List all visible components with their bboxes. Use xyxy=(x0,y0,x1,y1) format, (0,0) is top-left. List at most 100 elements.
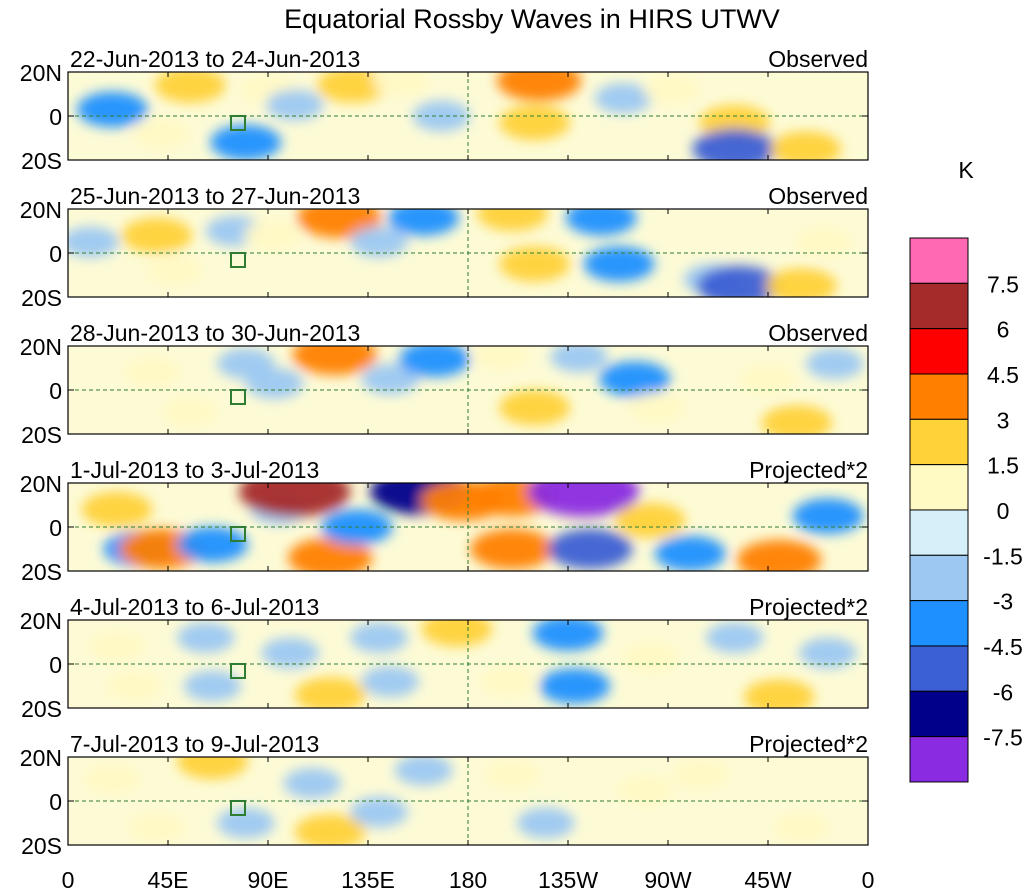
colorbar-box xyxy=(909,464,969,511)
y-tick-label: 20S xyxy=(21,833,62,859)
anomaly-blob xyxy=(294,677,366,708)
panel-4: 20N 0 20S 1-Jul-2013 to 3-Jul-2013 Projected… xyxy=(20,457,869,585)
anomaly-blobs xyxy=(76,72,842,160)
panel-3: 20N 0 20S 28-Jun-2013 to 30-Jun-2013 Observe… xyxy=(20,320,869,448)
y-tick-label: 20S xyxy=(21,285,62,311)
y-tick-label: 0 xyxy=(49,789,62,815)
anomaly-blob xyxy=(177,622,235,653)
anomaly-blob xyxy=(594,83,653,114)
anomaly-blob xyxy=(532,620,604,651)
colorbar-box xyxy=(909,373,969,420)
anomaly-blob xyxy=(705,622,764,653)
anomaly-blob xyxy=(128,812,186,843)
colorbar: 7.5 6 4.5 3 1.5 0 -1.5 -3 -4.5 -6 -7.5 K xyxy=(909,157,1023,783)
colorbar-level-label: -4.5 xyxy=(983,634,1023,660)
anomaly-blob xyxy=(287,537,373,571)
anomaly-blob xyxy=(350,796,408,828)
colorbar-box xyxy=(909,237,969,284)
colorbar-box xyxy=(909,645,969,692)
anomaly-blob xyxy=(794,226,853,258)
x-tick-label: 135E xyxy=(341,867,395,890)
anomaly-blob xyxy=(479,666,537,697)
panel-date-range: 28-Jun-2013 to 30-Jun-2013 xyxy=(70,320,360,346)
panel-2: 20N 0 20S 25-Jun-2013 to 27-Jun-2013 Observe… xyxy=(20,183,869,311)
x-tick-label: 135W xyxy=(538,867,598,890)
panel-date-range: 4-Jul-2013 to 6-Jul-2013 xyxy=(70,594,319,620)
anomaly-blob xyxy=(617,774,675,806)
anomaly-blob xyxy=(739,363,797,395)
anomaly-blob xyxy=(283,768,342,799)
anomaly-blob xyxy=(394,757,453,786)
colorbar-box xyxy=(909,328,969,375)
y-tick-label: 20S xyxy=(21,696,62,722)
anomaly-blobs xyxy=(123,346,864,434)
colorbar-level-label: -7.5 xyxy=(983,725,1023,751)
anomaly-blob xyxy=(628,392,686,423)
anomaly-blob xyxy=(372,72,431,97)
anomaly-blob xyxy=(121,217,193,254)
anomaly-blob xyxy=(265,89,324,121)
anomaly-blob xyxy=(76,91,148,128)
anomaly-blob xyxy=(476,209,548,232)
anomaly-blob xyxy=(736,539,822,571)
anomaly-blob xyxy=(261,637,319,669)
x-tick-label: 0 xyxy=(862,867,875,890)
anomaly-blob xyxy=(499,389,571,426)
anomaly-blob xyxy=(643,74,702,105)
anomaly-blob xyxy=(176,757,248,780)
region-box xyxy=(230,800,246,816)
anomaly-blob xyxy=(81,491,153,528)
anomaly-blob xyxy=(696,265,782,297)
colorbar-level-label: 1.5 xyxy=(987,453,1019,479)
colorbar-box xyxy=(909,600,969,647)
colorbar-level-label: 0 xyxy=(997,498,1010,524)
y-tick-label: 20N xyxy=(20,745,62,771)
y-tick-label: 20N xyxy=(20,197,62,223)
anomaly-blob xyxy=(470,528,555,570)
colorbar-level-label: 3 xyxy=(997,407,1010,433)
y-tick-label: 20S xyxy=(21,559,62,585)
panel-label: Observed xyxy=(768,320,868,346)
anomaly-blob xyxy=(614,502,686,539)
x-axis: 0 45E 90E 135E 180 135W 90W 45W 0 xyxy=(62,867,875,890)
anomaly-blob xyxy=(743,679,815,708)
anomaly-blob xyxy=(550,346,608,373)
colorbar-box xyxy=(909,282,969,330)
colorbar-box xyxy=(909,554,969,602)
region-box xyxy=(230,252,246,268)
panel-date-range: 1-Jul-2013 to 3-Jul-2013 xyxy=(70,457,319,483)
panel-label: Observed xyxy=(768,183,868,209)
x-tick-label: 45W xyxy=(744,867,792,890)
x-tick-label: 90W xyxy=(644,867,692,890)
anomaly-blob xyxy=(672,759,731,790)
anomaly-blob xyxy=(565,209,637,236)
anomaly-blob xyxy=(243,220,302,251)
x-tick-label: 90E xyxy=(248,867,289,890)
anomaly-blob xyxy=(472,346,531,371)
anomaly-blob xyxy=(361,666,419,697)
anomaly-blob xyxy=(761,405,833,434)
anomaly-blob xyxy=(154,72,226,103)
anomaly-blob xyxy=(161,396,219,428)
anomaly-blob xyxy=(350,622,408,653)
anomaly-blob xyxy=(316,72,388,103)
colorbar-level-label: -1.5 xyxy=(983,543,1023,569)
y-tick-label: 0 xyxy=(49,104,62,130)
y-tick-label: 0 xyxy=(49,241,62,267)
y-tick-label: 20N xyxy=(20,334,62,360)
colorbar-level-label: 7.5 xyxy=(987,271,1019,297)
anomaly-blob xyxy=(245,368,304,399)
panel-date-range: 25-Jun-2013 to 27-Jun-2013 xyxy=(70,183,360,209)
anomaly-blob xyxy=(238,483,351,517)
anomaly-blob xyxy=(499,246,571,282)
panel-1: 20N 0 20S 22-Jun-2013 to 24-Jun-2013 Observe… xyxy=(20,46,869,174)
anomaly-blob xyxy=(692,128,777,160)
x-tick-label: 0 xyxy=(62,867,75,890)
panel-label: Observed xyxy=(768,46,868,72)
anomaly-blob xyxy=(183,670,242,702)
anomaly-blob xyxy=(388,209,460,236)
anomaly-blob xyxy=(499,104,571,141)
anomaly-blob xyxy=(792,498,864,534)
colorbar-level-label: -6 xyxy=(993,679,1013,705)
colorbar-box xyxy=(909,509,969,556)
